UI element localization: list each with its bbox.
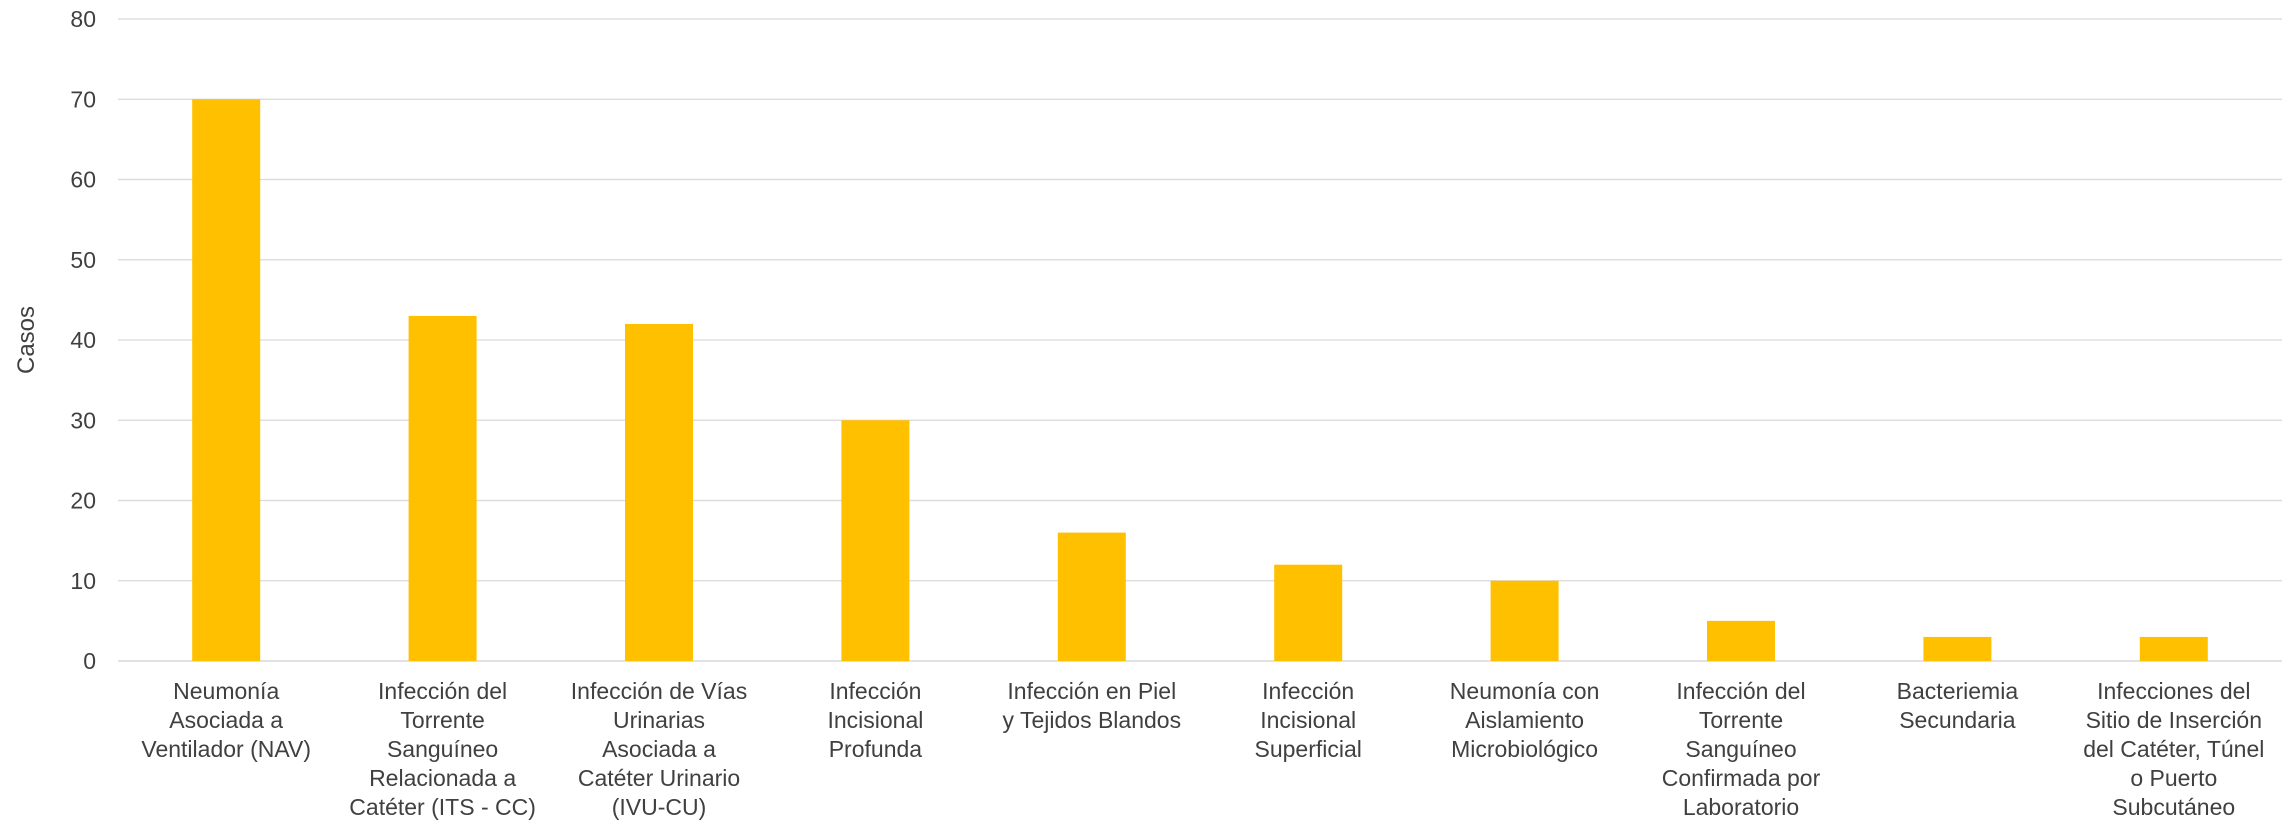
y-tick-label: 10: [70, 568, 96, 594]
x-category-label: Infección Incisional Superficial: [1255, 678, 1362, 762]
x-category-label-line: Sanguíneo: [387, 736, 498, 762]
x-category-label-line: Ventilador (NAV): [141, 736, 311, 762]
x-category-label-line: Torrente: [1699, 707, 1783, 733]
x-category-label-line: Infección del: [378, 678, 507, 704]
y-tick-label: 30: [70, 407, 96, 433]
y-tick-label: 50: [70, 247, 96, 273]
y-tick-label: 60: [70, 167, 96, 193]
x-category-label-line: Aislamiento: [1465, 707, 1584, 733]
bar: [2139, 636, 2208, 661]
x-category-label-line: Confirmada por: [1662, 765, 1821, 791]
x-category-label-line: Catéter (ITS - CC): [349, 794, 536, 820]
x-category-label-line: Infección en Piel: [1007, 678, 1176, 704]
x-category-label-line: Infección: [829, 678, 921, 704]
x-axis-categories: Neumonía Asociada a Ventilador (NAV) Infecc…: [141, 678, 2264, 820]
y-tick-label: 0: [83, 648, 96, 674]
y-tick-label: 20: [70, 488, 96, 514]
x-category-label-line: Infección: [1262, 678, 1354, 704]
gridlines: [118, 18, 2282, 662]
bar: [1490, 580, 1559, 661]
x-category-label-line: y Tejidos Blandos: [1003, 707, 1182, 733]
x-category-label: Infección Incisional Profunda: [827, 678, 923, 762]
x-category-label: Neumonía Asociada a Ventilador (NAV): [141, 678, 311, 762]
x-category-label: Infección de Vías Urinarias Asociada a Caté…: [571, 678, 747, 820]
x-category-label-line: (IVU-CU): [612, 794, 707, 820]
bar: [408, 315, 477, 661]
x-category-label-line: Sitio de Inserción: [2086, 707, 2262, 733]
bar: [1707, 620, 1775, 661]
x-category-label-line: Infecciones del: [2097, 678, 2250, 704]
bar: [1274, 564, 1343, 661]
x-category-label: Neumonía con Aislamiento Microbiológico: [1450, 678, 1600, 762]
x-category-label-line: Infección de Vías: [571, 678, 747, 704]
x-category-label-line: del Catéter, Túnel: [2083, 736, 2264, 762]
bar: [1057, 532, 1126, 661]
bars: [192, 99, 2208, 661]
x-category-label-line: Neumonía con: [1450, 678, 1600, 704]
y-tick-label: 70: [70, 86, 96, 112]
bar: [841, 420, 910, 661]
x-category-label-line: Relacionada a: [369, 765, 516, 791]
y-axis-ticks: 0 10 20 30 40 50 60 70 80: [70, 6, 96, 674]
x-category-label: Infecciones del Sitio de Inserción del Cat…: [2083, 678, 2264, 820]
y-tick-label: 40: [70, 327, 96, 353]
x-category-label-line: Microbiológico: [1451, 736, 1598, 762]
x-category-label-line: o Puerto: [2130, 765, 2217, 791]
bar: [192, 99, 261, 661]
y-axis-title: Casos: [13, 306, 40, 374]
x-category-label-line: Subcutáneo: [2112, 794, 2235, 820]
x-category-label-line: Bacteriemia: [1897, 678, 2019, 704]
x-category-label-line: Profunda: [829, 736, 923, 762]
x-category-label-line: Incisional: [827, 707, 923, 733]
x-category-label: Bacteriemia Secundaria: [1897, 678, 2019, 733]
x-category-label-line: Infección del: [1676, 678, 1805, 704]
x-category-label-line: Neumonía: [173, 678, 279, 704]
x-category-label-line: Asociada a: [602, 736, 716, 762]
x-category-label-line: Superficial: [1255, 736, 1362, 762]
x-category-label-line: Laboratorio: [1683, 794, 1799, 820]
y-tick-label: 80: [70, 6, 96, 32]
x-category-label-line: Asociada a: [169, 707, 283, 733]
x-category-label-line: Urinarias: [613, 707, 705, 733]
bar: [1923, 636, 1992, 661]
x-category-label-line: Sanguíneo: [1685, 736, 1796, 762]
x-category-label: Infección del Torrente Sanguíneo Confirmada…: [1662, 678, 1821, 820]
bar: [625, 323, 693, 661]
x-category-label: Infección del Torrente Sanguíneo Relacionad…: [349, 678, 536, 820]
x-category-label-line: Torrente: [400, 707, 484, 733]
x-category-label-line: Incisional: [1260, 707, 1356, 733]
x-category-label-line: Catéter Urinario: [578, 765, 740, 791]
x-category-label: Infección en Piel y Tejidos Blandos: [1003, 678, 1182, 733]
x-category-label-line: Secundaria: [1899, 707, 2016, 733]
